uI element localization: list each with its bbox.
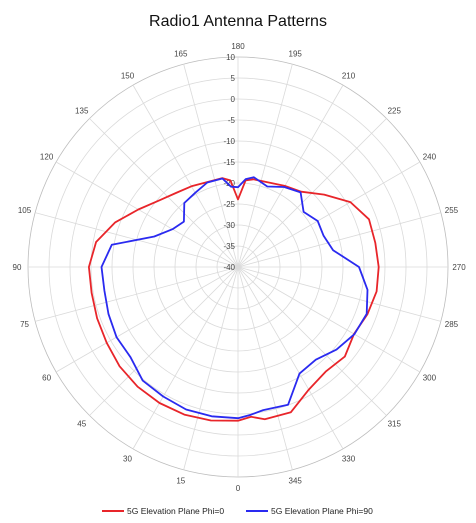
legend-label: 5G Elevation Plane Phi=90 xyxy=(271,506,373,516)
radial-tick-label: -15 xyxy=(223,158,235,167)
angle-tick-label: 330 xyxy=(342,454,356,463)
angle-tick-label: 135 xyxy=(75,107,89,116)
grid-spoke xyxy=(55,266,239,373)
angle-tick-labels: 0153045607590105120135150165180195210225… xyxy=(13,42,467,493)
angle-tick-label: 30 xyxy=(123,454,132,463)
radial-tick-label: -5 xyxy=(228,116,236,125)
grid-spoke xyxy=(237,64,293,268)
angle-tick-label: 165 xyxy=(174,50,188,59)
angle-tick-label: 0 xyxy=(236,484,241,493)
radial-tick-label: -20 xyxy=(223,179,235,188)
angle-tick-label: 180 xyxy=(231,42,245,51)
grid-spoke xyxy=(237,84,344,268)
grid-spoke xyxy=(237,266,441,322)
angle-tick-label: 285 xyxy=(445,320,459,329)
radial-tick-label: -10 xyxy=(223,137,235,146)
angle-tick-label: 345 xyxy=(289,476,303,485)
radial-tick-label: -35 xyxy=(223,242,235,251)
angle-tick-label: 225 xyxy=(388,107,402,116)
angle-tick-label: 120 xyxy=(40,153,54,162)
angle-tick-label: 195 xyxy=(289,50,303,59)
series-line-phi0 xyxy=(88,177,380,422)
polar-grid xyxy=(27,56,449,478)
grid-spoke xyxy=(55,161,239,268)
series-line-phi90 xyxy=(100,176,369,420)
grid-spoke xyxy=(89,266,239,416)
legend-label: 5G Elevation Plane Phi=0 xyxy=(127,506,224,516)
radial-tick-label: -30 xyxy=(223,221,235,230)
angle-tick-label: 15 xyxy=(176,476,185,485)
grid-spoke xyxy=(237,266,387,416)
angle-tick-label: 255 xyxy=(445,206,459,215)
radial-tick-label: 0 xyxy=(231,95,236,104)
radial-tick-label: 5 xyxy=(231,74,236,83)
angle-tick-label: 90 xyxy=(13,263,22,272)
series-traces xyxy=(88,176,380,422)
angle-tick-label: 60 xyxy=(42,374,51,383)
grid-spoke xyxy=(132,84,239,268)
radial-tick-labels: -40 -35 -30 -25 -20 -15 -10 -5 0 5 10 xyxy=(223,53,235,272)
grid-spoke xyxy=(132,266,239,450)
grid-spoke xyxy=(89,118,239,268)
angle-tick-label: 240 xyxy=(423,153,437,162)
grid-spoke xyxy=(237,161,421,268)
angle-tick-label: 210 xyxy=(342,72,356,81)
radial-tick-label: -40 xyxy=(223,263,235,272)
chart-title: Radio1 Antenna Patterns xyxy=(149,13,327,30)
angle-tick-label: 105 xyxy=(18,206,32,215)
angle-tick-label: 315 xyxy=(388,419,402,428)
legend: 5G Elevation Plane Phi=0 5G Elevation Pla… xyxy=(102,506,373,516)
grid-spoke xyxy=(237,266,421,373)
angle-tick-label: 45 xyxy=(77,419,86,428)
grid-spoke xyxy=(237,212,441,268)
angle-tick-label: 300 xyxy=(423,374,437,383)
grid-spoke xyxy=(35,266,239,322)
angle-tick-label: 150 xyxy=(121,72,135,81)
radial-tick-label: -25 xyxy=(223,200,235,209)
grid-spoke xyxy=(183,64,239,268)
radial-tick-label: 10 xyxy=(226,53,235,62)
grid-spoke xyxy=(237,266,293,470)
angle-tick-label: 75 xyxy=(20,320,29,329)
grid-spoke xyxy=(183,266,239,470)
grid-spoke xyxy=(237,266,344,450)
angle-tick-label: 270 xyxy=(452,263,466,272)
